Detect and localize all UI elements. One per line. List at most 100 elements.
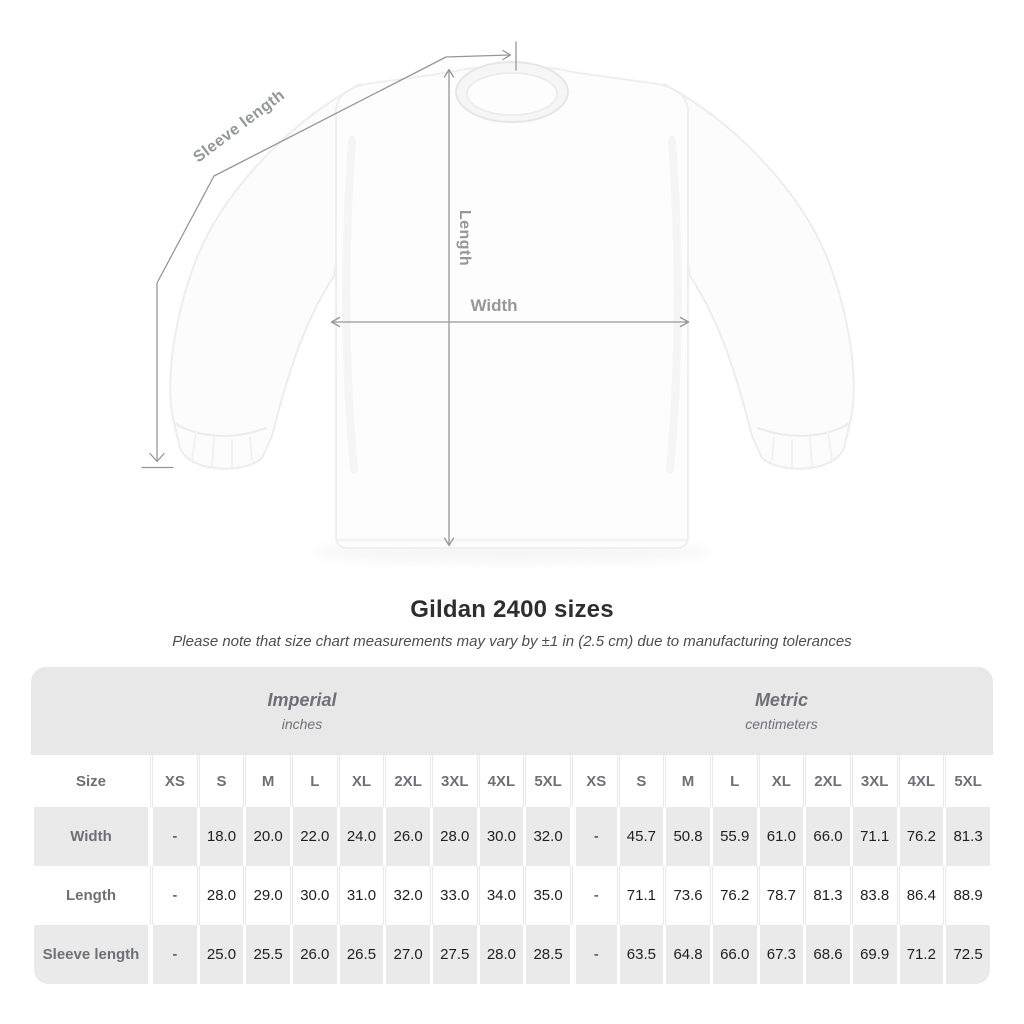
left-fold	[342, 136, 358, 474]
size-cell: 86.4	[899, 866, 944, 925]
size-header: 4XL	[479, 755, 524, 807]
unit-group-row: Imperial inches Metric centimeters	[34, 667, 990, 755]
size-cell: 28.5	[526, 925, 570, 984]
sleeve-length-line	[156, 54, 511, 462]
shirt-diagram-svg: Sleeve length Length Width	[141, 41, 855, 562]
size-cell: 28.0	[432, 807, 477, 866]
size-cell: 26.0	[386, 807, 430, 866]
page-title: Gildan 2400 sizes	[410, 596, 614, 623]
right-fold	[666, 136, 682, 474]
size-header: XS	[153, 755, 197, 807]
size-header: XL	[339, 755, 384, 807]
size-header: XL	[759, 755, 804, 807]
left-sleeve	[169, 83, 361, 470]
size-cell: 73.6	[666, 866, 710, 925]
size-cell: 63.5	[619, 925, 664, 984]
size-header: 3XL	[852, 755, 897, 807]
width-label: Width	[470, 296, 517, 315]
size-cell: 31.0	[339, 866, 384, 925]
size-header: S	[619, 755, 664, 807]
shirt-illustration	[169, 61, 855, 562]
size-cell: 30.0	[479, 807, 524, 866]
row-label: Sleeve length	[34, 925, 150, 984]
size-cell: 27.0	[386, 925, 430, 984]
size-cell: 72.5	[946, 925, 990, 984]
group-header-imperial: Imperial inches	[34, 667, 570, 755]
left-cuff-ribs	[191, 431, 253, 467]
size-cell: 88.9	[946, 866, 990, 925]
size-cell: 55.9	[712, 807, 757, 866]
size-cell: 50.8	[666, 807, 710, 866]
size-cell: 24.0	[339, 807, 384, 866]
size-header: 5XL	[526, 755, 570, 807]
shirt-body	[335, 65, 689, 549]
size-cell: 20.0	[246, 807, 290, 866]
shirt-size-diagram: Sleeve length Length Width	[141, 41, 855, 562]
metric-label: Metric	[754, 690, 808, 710]
collar-inner	[466, 72, 558, 116]
width-arrow-right	[679, 316, 690, 328]
size-cell: 25.0	[199, 925, 244, 984]
size-chart-table: Imperial inches Metric centimeters Size …	[31, 667, 993, 984]
size-cell: 26.5	[339, 925, 384, 984]
tolerance-note: Please note that size chart measurements…	[172, 633, 852, 650]
table-row: Length -28.0 29.0 30.0 31.0 32.0 33.0 34.0 35.0-…	[34, 866, 990, 925]
size-cell: -	[572, 925, 617, 984]
size-cell: -	[153, 807, 197, 866]
size-header: 2XL	[806, 755, 850, 807]
metric-sublabel: centimeters	[745, 716, 818, 732]
table-row: Width -18.0 20.0 22.0 24.0 26.0 28.0 30.0 32.0-4…	[34, 807, 990, 866]
size-cell: 34.0	[479, 866, 524, 925]
width-arrow-left	[330, 316, 341, 328]
length-arrow-down	[443, 537, 455, 547]
size-cell: 67.3	[759, 925, 804, 984]
group-header-metric: Metric centimeters	[573, 667, 990, 755]
right-cuff-ribs	[771, 431, 833, 467]
size-header: 2XL	[386, 755, 430, 807]
length-arrow-up	[443, 68, 455, 78]
size-cell: 22.0	[292, 807, 337, 866]
size-cell: 30.0	[292, 866, 337, 925]
size-cell: -	[153, 866, 197, 925]
row-label: Width	[34, 807, 150, 866]
size-cell: 28.0	[199, 866, 244, 925]
size-cell: 64.8	[666, 925, 710, 984]
size-cell: 32.0	[526, 807, 570, 866]
size-header: XS	[572, 755, 617, 807]
size-cell: 28.0	[479, 925, 524, 984]
sleeve-length-arrow-right	[502, 49, 512, 61]
size-header: 3XL	[432, 755, 477, 807]
size-cell: 66.0	[806, 807, 850, 866]
size-cell: -	[153, 925, 197, 984]
size-header: L	[292, 755, 337, 807]
imperial-sublabel: inches	[281, 716, 323, 732]
size-cell: 26.0	[292, 925, 337, 984]
size-cell: 33.0	[432, 866, 477, 925]
sleeve-length-arrow-down	[149, 452, 165, 463]
size-header: L	[712, 755, 757, 807]
row-label: Length	[34, 866, 150, 925]
size-header-row: Size XS S M L XL 2XL 3XL 4XL 5XL XS S M L XL 2XL 3XL 4XL…	[34, 755, 990, 807]
size-cell: 18.0	[199, 807, 244, 866]
size-cell: 69.9	[852, 925, 897, 984]
imperial-label: Imperial	[267, 690, 337, 710]
size-cell: 61.0	[759, 807, 804, 866]
left-cuff-seam	[175, 423, 267, 437]
size-cell: 29.0	[246, 866, 290, 925]
size-cell: 27.5	[432, 925, 477, 984]
size-cell: 83.8	[852, 866, 897, 925]
size-header: M	[666, 755, 710, 807]
size-cell: 71.1	[852, 807, 897, 866]
size-header: M	[246, 755, 290, 807]
group-header-band	[31, 667, 993, 755]
size-cell: 25.5	[246, 925, 290, 984]
size-cell: 66.0	[712, 925, 757, 984]
size-cell: -	[572, 866, 617, 925]
right-sleeve	[663, 83, 855, 470]
size-cell: 68.6	[806, 925, 850, 984]
size-header: 5XL	[946, 755, 990, 807]
table-row: Sleeve length -25.0 25.5 26.0 26.5 27.0 27.5 28…	[34, 925, 990, 984]
size-column-header: Size	[34, 755, 150, 807]
size-cell: 45.7	[619, 807, 664, 866]
